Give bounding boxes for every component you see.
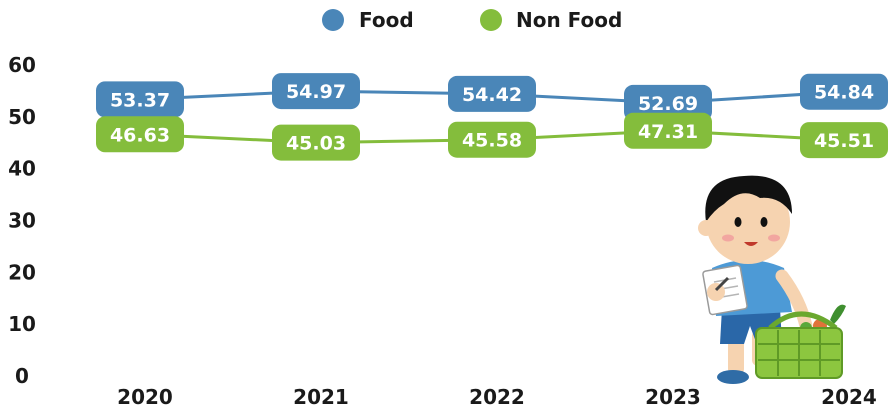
data-point-non-food: [800, 122, 888, 159]
data-label-non-food: 45.51: [814, 130, 874, 152]
paper-icon: [702, 264, 748, 316]
y-tick-label: 20: [8, 260, 36, 284]
y-tick-label: 60: [8, 53, 36, 77]
x-tick-label: 2024: [821, 385, 877, 409]
x-axis: 2020 2021 2022 2023 2024: [117, 385, 877, 409]
data-label-non-food: 46.63: [110, 124, 170, 146]
data-point-non-food: [272, 124, 360, 161]
x-tick-label: 2023: [645, 385, 701, 409]
legend-marker-food: [322, 9, 344, 31]
y-tick-label: 50: [8, 105, 36, 129]
x-tick-label: 2021: [293, 385, 349, 409]
boy-shopping-basket-icon: [698, 175, 846, 384]
vegetable-leaf-icon: [830, 304, 846, 324]
boy-eye: [760, 217, 768, 227]
boy-ear: [698, 220, 714, 236]
data-label-food: 54.42: [462, 84, 522, 106]
data-point-non-food: [624, 112, 712, 149]
data-point-food: [800, 73, 888, 110]
basket-handle: [768, 311, 838, 330]
data-point-food: [448, 75, 536, 112]
y-tick-label: 30: [8, 209, 36, 233]
data-point-non-food: [96, 116, 184, 153]
data-label-food: 53.37: [110, 89, 170, 111]
data-label-food: 54.97: [286, 81, 346, 103]
boy-mouth: [744, 242, 758, 246]
boy-leg-left: [728, 335, 744, 375]
legend-marker-non-food: [480, 9, 502, 31]
x-tick-label: 2020: [117, 385, 173, 409]
legend-label-food: Food: [359, 8, 414, 32]
y-tick-label: 0: [15, 364, 29, 388]
data-point-food: [624, 84, 712, 121]
y-axis: 0 10 20 30 40 50 60: [8, 53, 36, 388]
data-label-food: 54.84: [814, 82, 874, 104]
data-label-non-food: 47.31: [638, 121, 698, 143]
boy-arm: [775, 269, 813, 333]
pen-icon: [714, 276, 730, 292]
y-tick-label: 40: [8, 157, 36, 181]
boy-hair: [705, 175, 792, 222]
legend-label-non-food: Non Food: [516, 8, 622, 32]
data-label-non-food: 45.03: [286, 133, 346, 155]
data-point-food: [96, 81, 184, 118]
legend: Food Non Food: [322, 8, 622, 32]
data-point-non-food: [448, 121, 536, 158]
data-label-food: 52.69: [638, 93, 698, 115]
data-point-food: [272, 73, 360, 110]
boy-eye: [734, 217, 742, 227]
x-tick-label: 2022: [469, 385, 525, 409]
y-tick-label: 10: [8, 312, 36, 336]
boy-cheek: [768, 234, 780, 242]
boy-shoe-left: [717, 370, 749, 384]
data-label-non-food: 45.58: [462, 130, 522, 152]
series-group: 53.37 54.97 54.42 52.69 54.84 46.63 45.03 45.58…: [96, 73, 888, 161]
boy-cheek: [722, 234, 734, 242]
